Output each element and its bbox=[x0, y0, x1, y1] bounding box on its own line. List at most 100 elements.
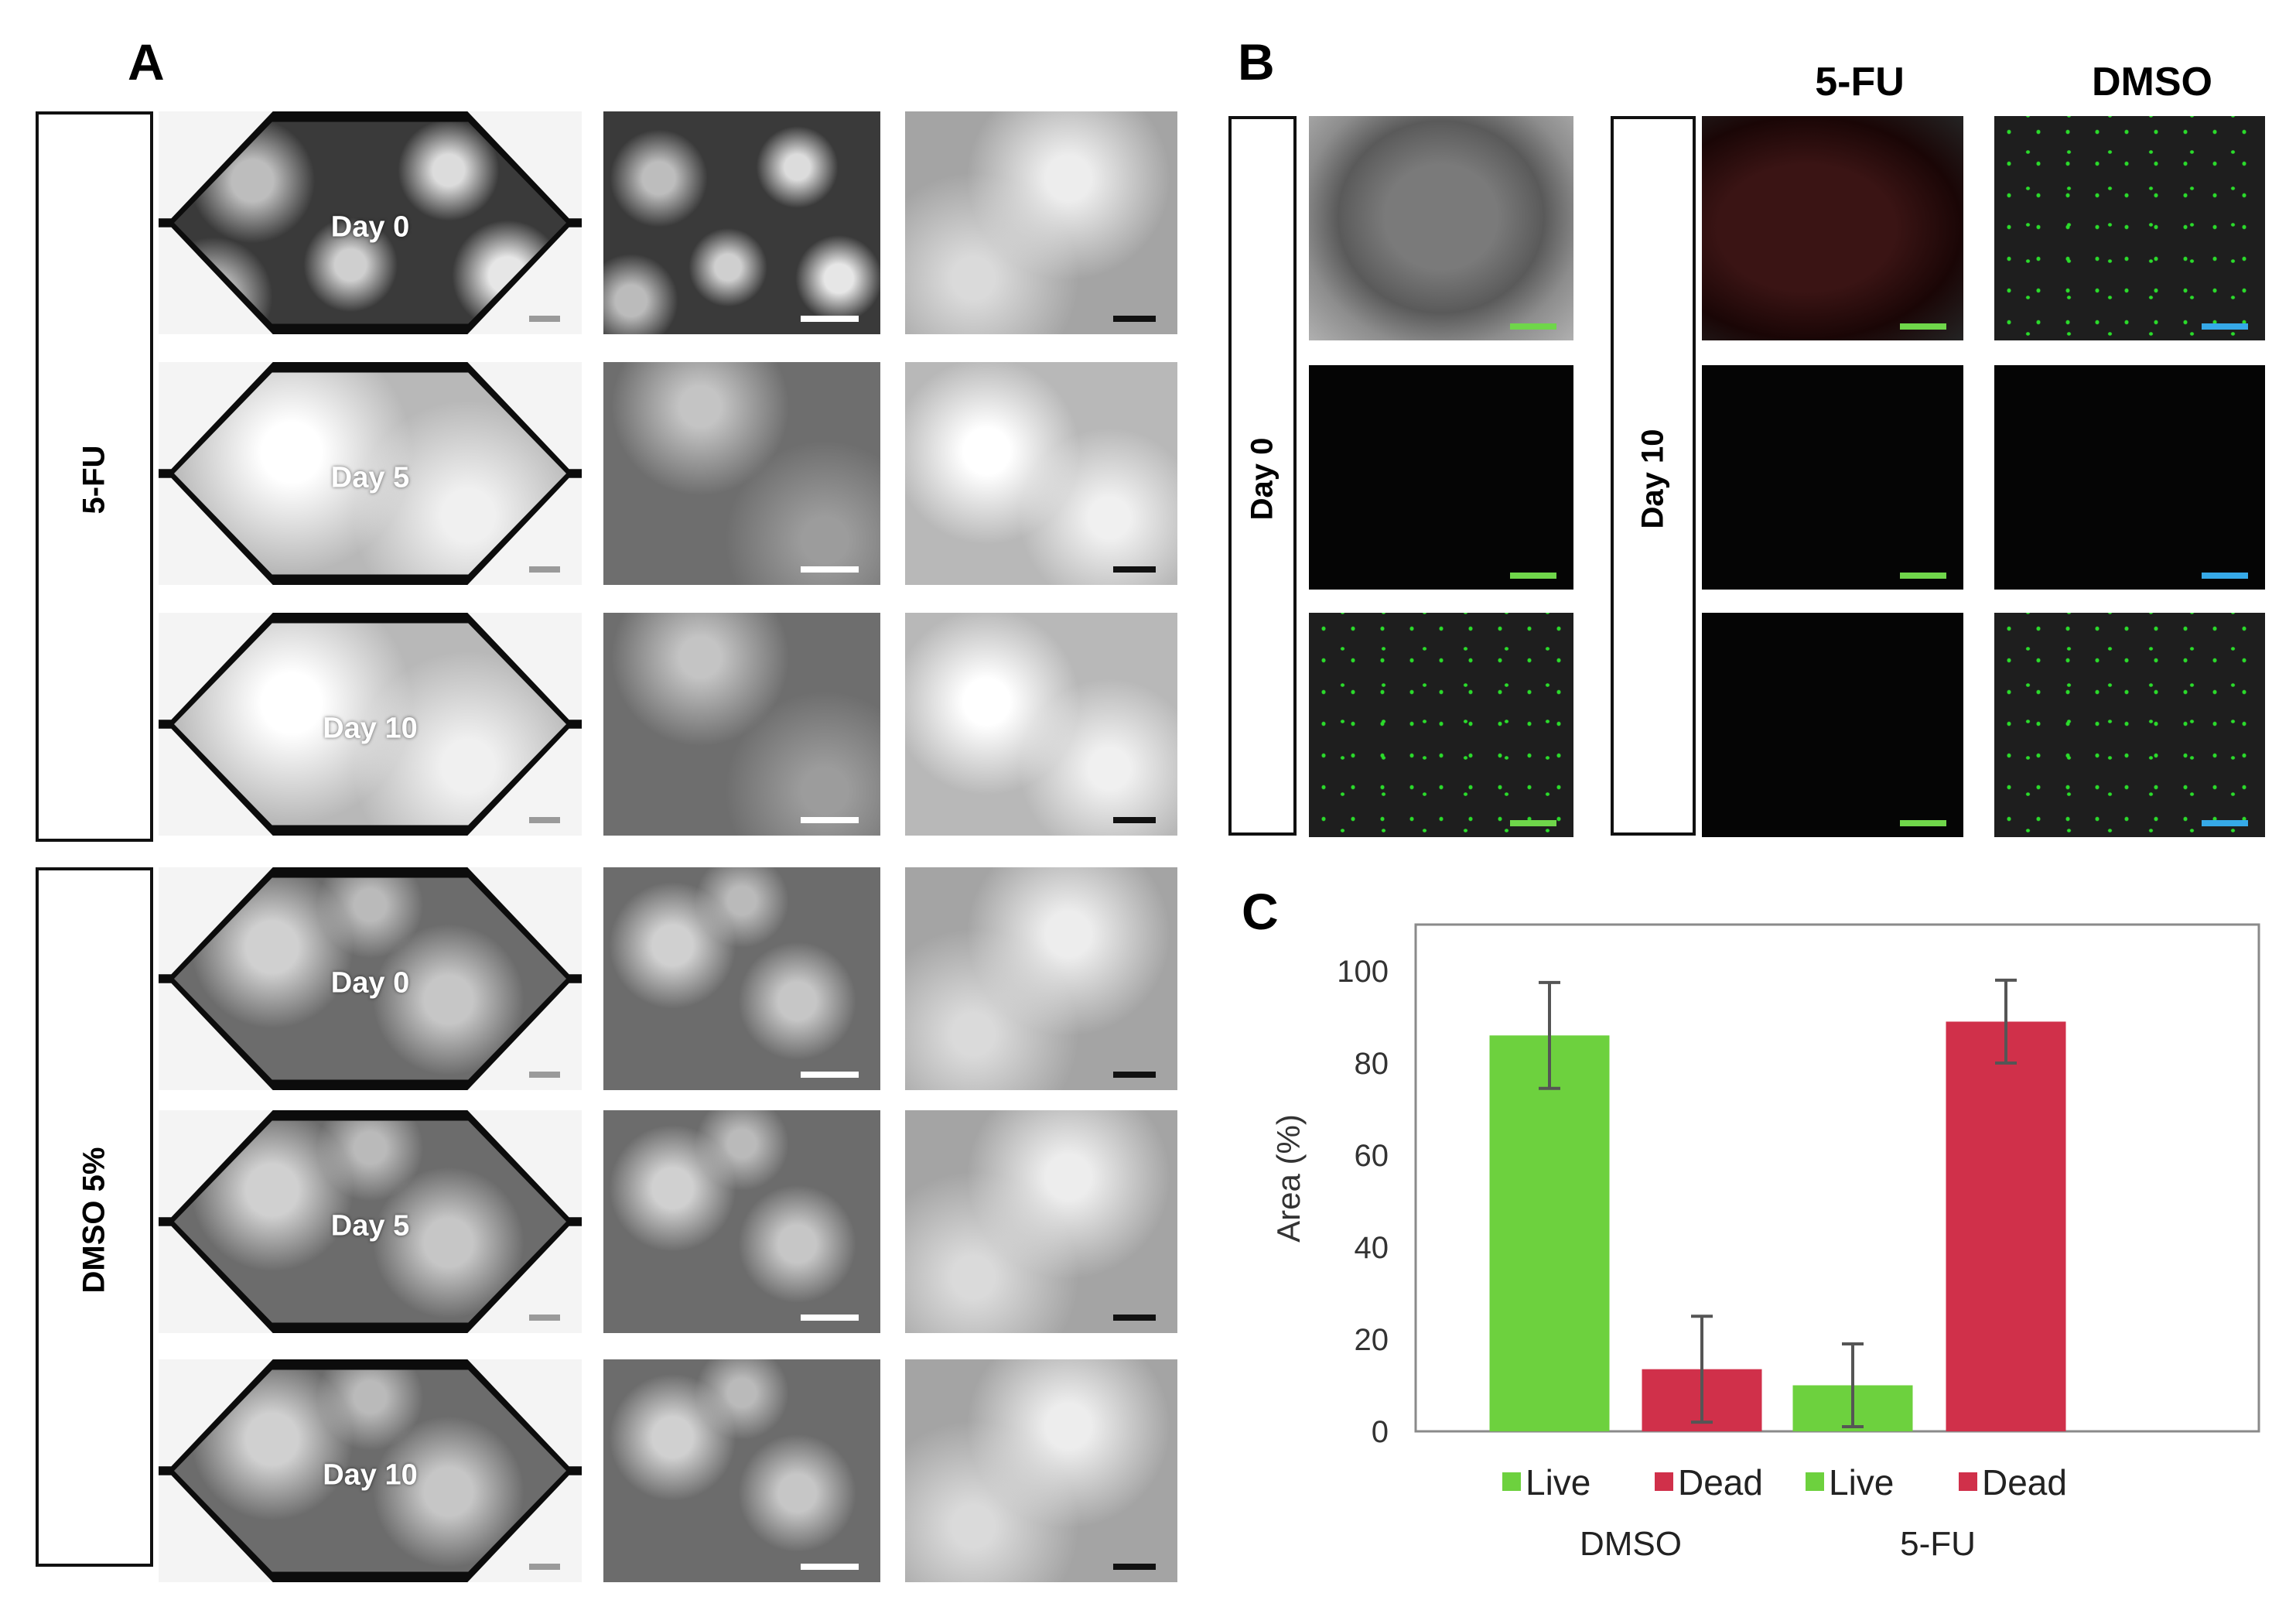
group-box-dmso: DMSO 5% bbox=[36, 867, 153, 1567]
diamond-chamber-image: Day 0 bbox=[159, 867, 582, 1090]
scale-bar bbox=[529, 1315, 560, 1321]
zoom-image-medium bbox=[603, 1359, 880, 1582]
diamond-chamber-image: Day 10 bbox=[159, 613, 582, 836]
zoom-image-high bbox=[905, 111, 1177, 334]
scale-bar bbox=[2202, 323, 2248, 330]
chart-legend: Live Dead Live Dead bbox=[1502, 1462, 2067, 1503]
panel-letter-b: B bbox=[1238, 33, 1275, 91]
scale-bar bbox=[801, 1564, 859, 1570]
zoom-image-high bbox=[905, 1110, 1177, 1333]
day-label: Day 5 bbox=[330, 461, 410, 494]
scale-bar bbox=[801, 316, 859, 322]
diamond-chamber bbox=[174, 372, 566, 575]
scale-bar bbox=[1113, 1315, 1156, 1321]
diamond-chamber bbox=[174, 623, 566, 826]
zoom-image-medium bbox=[603, 1110, 880, 1333]
fluorescence-image bbox=[1994, 116, 2265, 340]
scale-bar bbox=[801, 1072, 859, 1078]
column-header-5fu: 5-FU bbox=[1815, 60, 1905, 104]
fluorescence-image bbox=[1702, 613, 1963, 837]
day-label: Day 10 bbox=[323, 712, 418, 745]
group-label-5fu: 5-FU bbox=[77, 445, 111, 515]
y-tick-label: 60 bbox=[1355, 1139, 1389, 1173]
zoom-image-high bbox=[905, 613, 1177, 836]
bar-series bbox=[1489, 978, 2066, 1431]
legend-swatch-dead bbox=[1959, 1472, 1977, 1491]
y-tick-label: 20 bbox=[1355, 1323, 1389, 1357]
legend-label-live: Live bbox=[1526, 1462, 1590, 1503]
group-box-5fu: 5-FU bbox=[36, 111, 153, 842]
zoom-image-high bbox=[905, 1359, 1177, 1582]
scale-bar bbox=[1113, 817, 1156, 823]
legend-label-dead: Dead bbox=[1678, 1462, 1763, 1503]
row-box-day10: Day 10 bbox=[1611, 116, 1696, 836]
x-group-label: DMSO bbox=[1580, 1525, 1682, 1563]
scale-bar bbox=[1113, 566, 1156, 573]
panel-letter-c: C bbox=[1242, 883, 1279, 940]
legend-swatch-live bbox=[1502, 1472, 1521, 1491]
legend-label-live: Live bbox=[1829, 1462, 1894, 1503]
day-label: Day 0 bbox=[330, 966, 410, 1000]
y-axis-label: Area (%) bbox=[1270, 1114, 1307, 1243]
fluorescence-image bbox=[1309, 365, 1573, 590]
zoom-image-high bbox=[905, 362, 1177, 585]
zoom-image-medium bbox=[603, 613, 880, 836]
scale-bar bbox=[2202, 573, 2248, 579]
x-axis-groups: DMSO 5-FU bbox=[1580, 1525, 1976, 1563]
bar-5fu-dead bbox=[1946, 1021, 2066, 1431]
legend-swatch-dead bbox=[1655, 1472, 1673, 1491]
zoom-image-medium bbox=[603, 362, 880, 585]
y-tick-label: 0 bbox=[1372, 1415, 1389, 1449]
scale-bar bbox=[801, 817, 859, 823]
row-label-day0: Day 0 bbox=[1245, 437, 1280, 521]
day-label: Day 5 bbox=[330, 1209, 410, 1243]
scale-bar bbox=[1900, 573, 1946, 579]
panel-letter-a: A bbox=[128, 33, 165, 91]
diamond-chamber-image: Day 5 bbox=[159, 362, 582, 585]
fluorescence-image bbox=[1702, 365, 1963, 590]
legend-swatch-live bbox=[1806, 1472, 1824, 1491]
fluorescence-image bbox=[1309, 116, 1573, 340]
scale-bar bbox=[1900, 323, 1946, 330]
bar-chart: 0 20 40 60 80 100 Live Dead Live Dead DMSO 5-FU A… bbox=[1270, 923, 2260, 1563]
x-group-label: 5-FU bbox=[1900, 1525, 1976, 1563]
row-box-day0: Day 0 bbox=[1228, 116, 1297, 836]
error-bar bbox=[1539, 980, 1560, 1090]
scale-bar bbox=[1510, 820, 1556, 826]
y-tick-label: 40 bbox=[1355, 1231, 1389, 1265]
scale-bar bbox=[1113, 1564, 1156, 1570]
scale-bar bbox=[1900, 820, 1946, 826]
row-label-day10: Day 10 bbox=[1635, 429, 1670, 529]
scale-bar bbox=[529, 817, 560, 823]
legend-label-dead: Dead bbox=[1982, 1462, 2067, 1503]
y-axis-ticks: 0 20 40 60 80 100 bbox=[1337, 955, 1389, 1449]
group-label-dmso: DMSO 5% bbox=[77, 1147, 111, 1294]
scale-bar bbox=[1113, 1072, 1156, 1078]
y-tick-label: 100 bbox=[1337, 955, 1389, 989]
scale-bar bbox=[2202, 820, 2248, 826]
scale-bar bbox=[529, 316, 560, 322]
diamond-chamber-image: Day 5 bbox=[159, 1110, 582, 1333]
fluorescence-image bbox=[1994, 365, 2265, 590]
scale-bar bbox=[1510, 573, 1556, 579]
y-tick-label: 80 bbox=[1355, 1047, 1389, 1081]
scale-bar bbox=[529, 1072, 560, 1078]
day-label: Day 0 bbox=[330, 210, 410, 244]
scale-bar bbox=[1510, 323, 1556, 330]
fluorescence-image bbox=[1702, 116, 1963, 340]
scale-bar bbox=[529, 566, 560, 573]
scale-bar bbox=[529, 1564, 560, 1570]
error-bar bbox=[1842, 1342, 1864, 1429]
zoom-image-medium bbox=[603, 867, 880, 1090]
fluorescence-image bbox=[1994, 613, 2265, 837]
column-header-dmso: DMSO bbox=[2092, 60, 2212, 104]
zoom-image-medium bbox=[603, 111, 880, 334]
scale-bar bbox=[801, 566, 859, 573]
zoom-image-high bbox=[905, 867, 1177, 1090]
fluorescence-image bbox=[1309, 613, 1573, 837]
diamond-chamber-image: Day 10 bbox=[159, 1359, 582, 1582]
bar-dmso-live bbox=[1489, 1035, 1610, 1431]
diamond-chamber-image: Day 0 bbox=[159, 111, 582, 334]
scale-bar bbox=[801, 1315, 859, 1321]
day-label: Day 10 bbox=[323, 1458, 418, 1492]
